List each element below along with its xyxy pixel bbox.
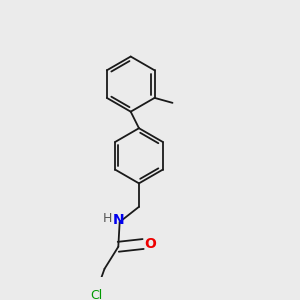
- Text: Cl: Cl: [90, 289, 102, 300]
- Text: O: O: [144, 237, 156, 251]
- Text: N: N: [112, 213, 124, 227]
- Text: H: H: [103, 212, 112, 225]
